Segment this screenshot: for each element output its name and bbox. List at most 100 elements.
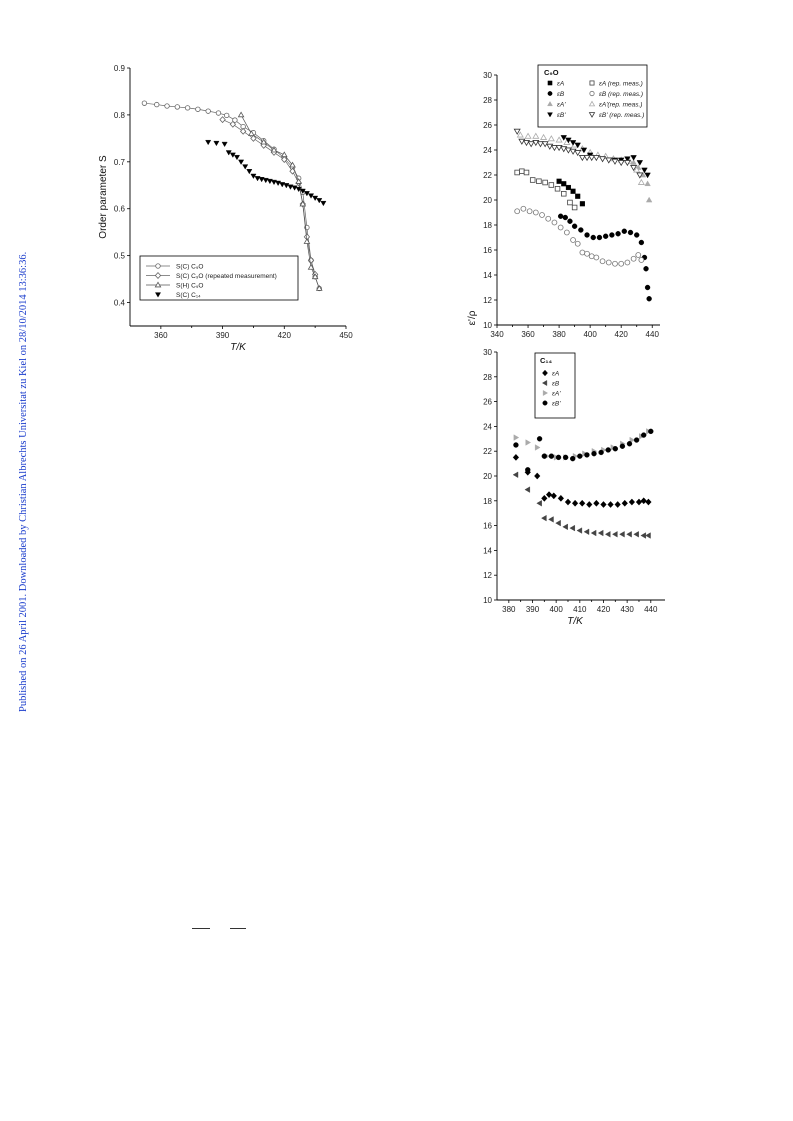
data-point (248, 130, 255, 136)
y-tick-label: 0.8 (114, 111, 126, 120)
data-point (551, 219, 558, 226)
data-point (571, 223, 578, 229)
data-point (633, 166, 641, 173)
data-point (560, 146, 568, 153)
data-point (536, 178, 542, 184)
data-point (637, 178, 645, 185)
data-point (229, 120, 237, 128)
data-point (574, 240, 581, 247)
data-point (512, 453, 520, 461)
data-point (645, 532, 651, 539)
data-point (513, 442, 519, 448)
data-point (532, 140, 540, 147)
data-point (588, 253, 595, 260)
y-tick-label: 0.6 (114, 205, 126, 214)
data-point (565, 137, 572, 144)
data-point (571, 499, 579, 507)
data-point (617, 160, 625, 167)
data-point (602, 233, 609, 239)
legend: C₉O εA εA (rep. meas.) εB εB (rep. meas.) εA'… (537, 64, 648, 128)
data-point (526, 208, 533, 215)
legend-swatch-marker (547, 80, 553, 86)
data-point (575, 193, 581, 199)
data-point (546, 143, 554, 150)
data-point (578, 227, 584, 233)
data-point (612, 446, 618, 452)
x-tick-label: 410 (573, 605, 587, 614)
data-point (646, 296, 652, 302)
legend-entry: S(C) C₁₄ (176, 292, 201, 299)
y-tick-label: 26 (483, 398, 492, 407)
data-point (536, 500, 542, 507)
data-point (619, 531, 625, 538)
data-point (583, 528, 590, 536)
data-point (560, 135, 567, 141)
data-point (638, 239, 645, 246)
legend-swatch-marker (154, 272, 162, 279)
legend-swatch-marker (155, 292, 161, 298)
data-point (542, 179, 548, 186)
y-tick-label: 16 (483, 246, 492, 255)
data-point (638, 257, 645, 263)
data-point (518, 138, 526, 145)
y-axis-label: ε'/ρ (467, 310, 478, 325)
data-point (590, 529, 597, 537)
data-point (609, 232, 615, 238)
x-tick-label: 440 (646, 330, 660, 339)
data-point (262, 177, 269, 184)
data-point (612, 531, 618, 538)
data-point (571, 204, 578, 211)
data-point (648, 428, 654, 435)
data-point (624, 259, 631, 266)
legend-box (534, 352, 576, 419)
data-point (215, 110, 222, 116)
y-axis-label: Order parameter S (98, 155, 109, 239)
x-tick-label: 380 (552, 330, 566, 339)
data-point (629, 436, 636, 444)
data-point (588, 155, 596, 162)
legend-swatch-marker (547, 112, 553, 118)
legend-swatch-marker (589, 80, 595, 86)
data-point (266, 178, 273, 185)
data-point (295, 186, 302, 193)
series-3 (205, 139, 327, 207)
data-point (562, 214, 568, 221)
series-line (144, 102, 320, 289)
data-point (554, 186, 561, 192)
legend-swatch-marker (589, 90, 595, 97)
data-point (644, 284, 651, 291)
data-point (640, 532, 646, 539)
data-point (569, 140, 577, 146)
permittivity-c14-chart: 10 12 14 16 18 20 22 24 26 28 30 380 390 400 410 420 430… (483, 348, 665, 627)
data-point (555, 136, 563, 143)
permittivity-c9o-chart: 10 12 14 16 18 20 22 24 26 28 30 340 360 380 400 420 440… (467, 64, 660, 339)
data-point (539, 212, 545, 218)
series-2 (557, 213, 652, 302)
legend-entry: εB' (552, 401, 561, 408)
data-point (536, 141, 545, 148)
data-point (555, 145, 563, 152)
data-point (556, 178, 562, 184)
data-point (221, 141, 228, 148)
data-point (621, 228, 627, 234)
data-point (614, 501, 621, 508)
data-point (577, 453, 583, 459)
data-point (532, 209, 539, 216)
data-point (621, 499, 628, 507)
data-point (281, 156, 288, 163)
data-point (246, 169, 253, 175)
legend-entry: εB (552, 381, 560, 388)
data-point (593, 499, 600, 507)
x-axis-label: T/K (230, 342, 247, 353)
data-point (536, 436, 543, 442)
legend-title: C₁₄ (540, 356, 553, 365)
equation-fragment (192, 928, 252, 932)
data-point (605, 447, 611, 453)
data-point (564, 147, 572, 154)
data-point (541, 494, 548, 502)
data-point (513, 434, 520, 441)
data-point (184, 105, 191, 111)
legend-entry: εA (rep. meas.) (599, 81, 643, 88)
data-point (565, 184, 571, 191)
data-point (541, 453, 547, 459)
